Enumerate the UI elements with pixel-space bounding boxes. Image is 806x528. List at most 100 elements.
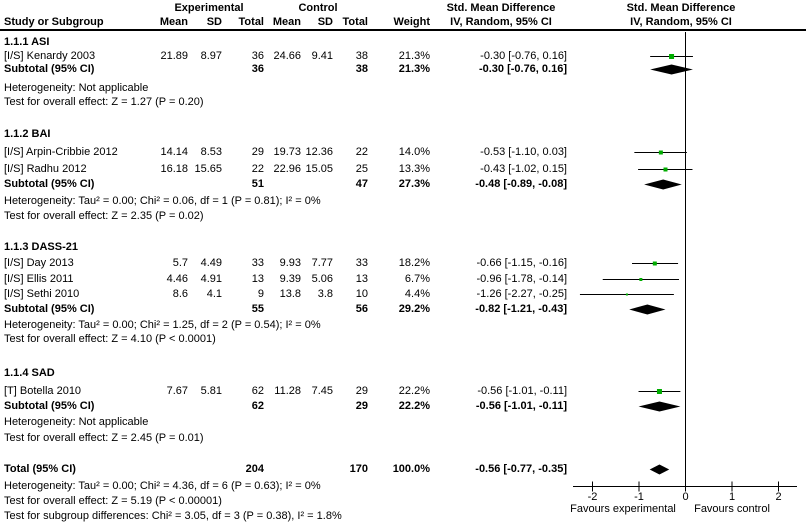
subtotal-total-ctrl: 38 (355, 63, 368, 75)
study-sd-ctrl: 5.06 (311, 273, 333, 285)
effect-square (656, 389, 662, 394)
subtotal-ci: -0.30 [-0.76, 0.16] (478, 63, 567, 75)
subtotal-total-ctrl: 29 (355, 400, 368, 412)
subtotal-total-exp: 62 (251, 400, 264, 412)
study-mean-ctrl: 24.66 (273, 50, 301, 62)
total-weight: 100.0% (392, 463, 430, 475)
study-total-ctrl: 25 (355, 163, 368, 175)
study-weight: 4.4% (404, 288, 430, 300)
study-sd-ctrl: 3.8 (317, 288, 333, 300)
study-mean-ctrl: 19.73 (273, 146, 301, 158)
subtotal-label: Subtotal (95% CI) (4, 63, 95, 75)
heterogeneity-line: Heterogeneity: Not applicable (4, 82, 149, 94)
overall-effect-line: Test for overall effect: Z = 1.27 (P = 0… (4, 96, 204, 108)
study-mean-ctrl: 9.39 (279, 273, 301, 285)
study-mean-exp: 14.14 (160, 146, 188, 158)
total-diamond (649, 464, 670, 475)
subtotal-total-ctrl: 56 (355, 303, 368, 315)
subgroup-differences-line: Test for subgroup differences: Chi² = 3.… (4, 510, 342, 522)
effect-square (639, 278, 643, 281)
study-mean-exp: 16.18 (160, 163, 188, 175)
study-total-exp: 13 (251, 273, 264, 285)
subtotal-weight: 22.2% (398, 400, 430, 412)
total-ci: -0.56 [-0.77, -0.35] (475, 463, 567, 475)
col-header-iv-graph: IV, Random, 95% CI (630, 16, 732, 28)
effect-square (669, 54, 675, 59)
study-total-exp: 9 (257, 288, 264, 300)
study-ci: -0.96 [-1.78, -0.14] (476, 273, 568, 285)
col-header-weight: Weight (393, 16, 430, 28)
total-total-exp: 204 (245, 463, 264, 475)
study-mean-exp: 21.89 (160, 50, 188, 62)
subtotal-total-exp: 55 (251, 303, 264, 315)
study-mean-ctrl: 11.28 (274, 385, 301, 397)
study-sd-exp: 15.65 (194, 163, 222, 175)
study-total-exp: 22 (251, 163, 264, 175)
subtotal-ci: -0.82 [-1.21, -0.43] (475, 303, 567, 315)
study-mean-ctrl: 22.96 (273, 163, 301, 175)
study-mean-exp: 7.67 (166, 385, 188, 397)
study-sd-exp: 4.49 (200, 257, 222, 269)
axis-tick-label: -1 (634, 491, 644, 503)
study-weight: 13.3% (398, 163, 430, 175)
study-label: [I/S] Ellis 2011 (4, 273, 74, 285)
smd-stats-header: Std. Mean Difference (446, 2, 556, 14)
subtotal-total-exp: 51 (251, 178, 264, 190)
study-ci: -0.56 [-1.01, -0.11] (477, 385, 567, 397)
study-label: [I/S] Sethi 2010 (4, 288, 80, 300)
study-ci: -0.43 [-1.02, 0.15] (480, 163, 567, 175)
subtotal-label: Subtotal (95% CI) (4, 178, 95, 190)
overall-effect-line: Test for overall effect: Z = 4.10 (P < 0… (4, 333, 216, 345)
study-total-exp: 33 (251, 257, 264, 269)
study-total-exp: 29 (251, 146, 264, 158)
study-total-ctrl: 22 (355, 146, 368, 158)
favours-experimental-label: Favours experimental (570, 503, 676, 515)
col-header-mean-ctrl: Mean (272, 16, 301, 28)
study-weight: 14.0% (398, 146, 430, 158)
smd-graph-header: Std. Mean Difference (626, 2, 736, 14)
col-header-sd-exp: SD (206, 16, 222, 28)
subtotal-label: Subtotal (95% CI) (4, 303, 95, 315)
subtotal-diamond (638, 401, 681, 412)
study-mean-exp: 5.7 (172, 257, 188, 269)
col-header-sd-ctrl: SD (317, 16, 333, 28)
subgroup-title: 1.1.1 ASI (4, 36, 50, 48)
study-label: [I/S] Day 2013 (4, 257, 74, 269)
subtotal-weight: 21.3% (398, 63, 430, 75)
subtotal-label: Subtotal (95% CI) (4, 400, 95, 412)
study-mean-exp: 8.6 (172, 288, 188, 300)
study-sd-ctrl: 7.45 (311, 385, 333, 397)
heterogeneity-line: Heterogeneity: Tau² = 0.00; Chi² = 1.25,… (4, 319, 321, 331)
subtotal-diamond (644, 179, 682, 190)
axis-tick-label: 1 (728, 491, 736, 503)
overall-effect-line: Test for overall effect: Z = 2.35 (P = 0… (4, 210, 204, 222)
study-label: [I/S] Radhu 2012 (4, 163, 87, 175)
effect-square (658, 150, 663, 155)
total-total-ctrl: 170 (349, 463, 368, 475)
study-mean-ctrl: 9.93 (279, 257, 301, 269)
study-mean-ctrl: 13.8 (279, 288, 301, 300)
study-total-ctrl: 29 (355, 385, 368, 397)
study-total-exp: 36 (251, 50, 264, 62)
study-total-ctrl: 13 (355, 273, 368, 285)
subtotal-ci: -0.56 [-1.01, -0.11] (475, 400, 567, 412)
col-header-iv-stats: IV, Random, 95% CI (450, 16, 552, 28)
study-ci: -0.30 [-0.76, 0.16] (480, 50, 567, 62)
study-label: [I/S] Kenardy 2003 (4, 50, 96, 62)
study-weight: 18.2% (398, 257, 430, 269)
subtotal-diamond (629, 304, 666, 315)
subtotal-total-ctrl: 47 (355, 178, 368, 190)
axis-tick-label: 2 (775, 491, 782, 503)
study-sd-ctrl: 12.36 (305, 146, 333, 158)
axis-tick-label: -2 (587, 491, 598, 503)
favours-control-label: Favours control (694, 503, 770, 515)
study-total-ctrl: 38 (355, 50, 368, 62)
col-header-mean-exp: Mean (159, 16, 188, 28)
study-total-ctrl: 33 (355, 257, 368, 269)
study-weight: 6.7% (404, 273, 430, 285)
group-header-control: Control (298, 2, 338, 14)
study-ci: -0.66 [-1.15, -0.16] (476, 257, 568, 269)
heterogeneity-line: Heterogeneity: Tau² = 0.00; Chi² = 0.06,… (4, 195, 321, 207)
study-total-exp: 62 (251, 385, 264, 397)
